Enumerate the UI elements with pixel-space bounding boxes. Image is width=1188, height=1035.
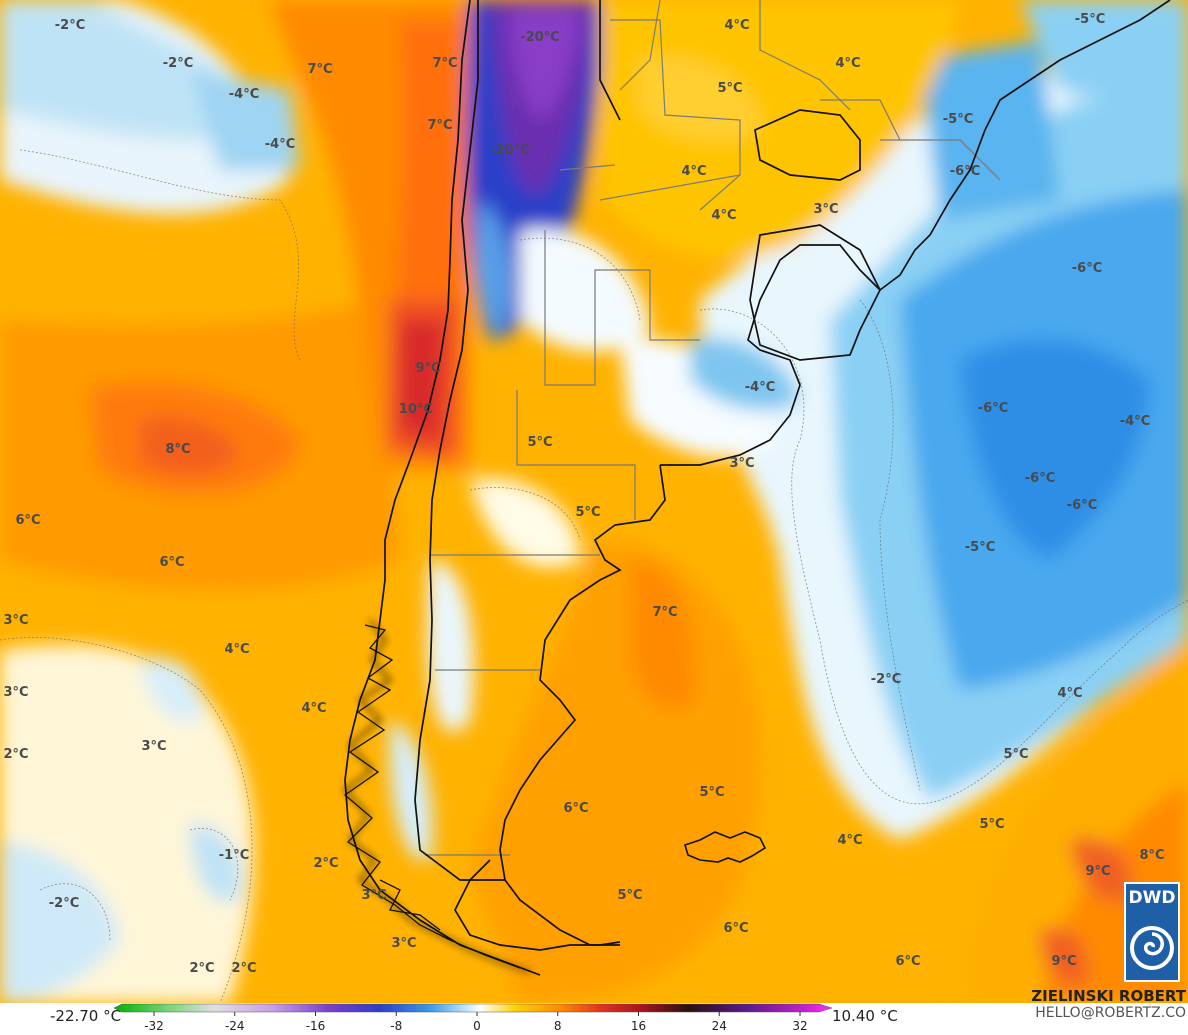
temperature-label: 4°C: [724, 18, 749, 33]
temperature-label: -4°C: [229, 87, 259, 102]
temperature-label: -6°C: [950, 164, 980, 179]
temperature-label: -6°C: [1072, 261, 1102, 276]
temperature-label: 4°C: [681, 164, 706, 179]
temperature-label: 8°C: [1139, 848, 1164, 863]
temperature-label: 9°C: [1051, 954, 1076, 969]
scale-tick-label: 24: [712, 1019, 727, 1033]
temperature-label: 5°C: [717, 81, 742, 96]
political-borders: [425, 0, 1001, 856]
dwd-swirl-icon: [1130, 926, 1174, 970]
scale-tick-label: -8: [390, 1019, 402, 1033]
scale-tick-label: -32: [144, 1019, 164, 1033]
temperature-label: -2°C: [55, 18, 85, 33]
temperature-label: 4°C: [837, 833, 862, 848]
temperature-label: 7°C: [427, 118, 452, 133]
footer: -22.70 °C -: [0, 987, 1188, 1035]
temperature-label: 9°C: [1085, 864, 1110, 879]
temperature-label: -4°C: [745, 380, 775, 395]
temperature-label: -5°C: [965, 540, 995, 555]
temperature-label: 5°C: [575, 505, 600, 520]
temperature-label: 4°C: [711, 208, 736, 223]
temperature-label: 2°C: [313, 856, 338, 871]
temperature-label: 6°C: [563, 801, 588, 816]
temperature-label: 5°C: [699, 785, 724, 800]
legend-min-label: -22.70 °C: [50, 1007, 122, 1025]
dwd-logo: DWD: [1124, 882, 1180, 982]
temperature-label: 7°C: [652, 605, 677, 620]
dwd-logo-text: DWD: [1128, 888, 1176, 908]
temperature-label: 3°C: [813, 202, 838, 217]
color-scale-bar: -32 -24 -16 -8 0 8 16 24 32: [114, 1003, 833, 1033]
temperature-label: 2°C: [189, 961, 214, 976]
coastlines: [344, 0, 1171, 976]
scale-tick-label: -24: [225, 1019, 245, 1033]
temperature-label: -6°C: [978, 401, 1008, 416]
temperature-label: 8°C: [165, 442, 190, 457]
temperature-label: 6°C: [723, 921, 748, 936]
temperature-label: -6°C: [1025, 471, 1055, 486]
scale-ticks: -32 -24 -16 -8 0 8 16 24 32: [144, 1012, 808, 1033]
temperature-label: 10°C: [399, 402, 433, 417]
scale-tick-label: -16: [306, 1019, 326, 1033]
falkland-islands: [684, 831, 767, 863]
legend-max-label: 10.40 °C: [832, 1007, 898, 1025]
temperature-label: 5°C: [1003, 747, 1028, 762]
temperature-label: 4°C: [835, 56, 860, 71]
temperature-label: 2°C: [3, 747, 28, 762]
credit-contact: HELLO@ROBERTZ.CO: [1035, 1005, 1186, 1021]
temperature-label: -2°C: [871, 672, 901, 687]
temperature-label: -2°C: [163, 56, 193, 71]
temperature-label: -5°C: [943, 112, 973, 127]
temperature-label: 4°C: [1057, 686, 1082, 701]
chile-fjords-detail: [343, 624, 521, 969]
temperature-label: 3°C: [391, 936, 416, 951]
temperature-label: 5°C: [617, 888, 642, 903]
temperature-label: 3°C: [361, 888, 386, 903]
temperature-label: 3°C: [729, 456, 754, 471]
scale-tick-label: 32: [792, 1019, 807, 1033]
temperature-label: 6°C: [15, 513, 40, 528]
temperature-label: -20°C: [520, 30, 560, 45]
scale-tick-label: 16: [631, 1019, 646, 1033]
temperature-label: 4°C: [301, 701, 326, 716]
temperature-label: -2°C: [49, 896, 79, 911]
temperature-label: -4°C: [265, 137, 295, 152]
temperature-label: 5°C: [527, 435, 552, 450]
temperature-label: 4°C: [224, 642, 249, 657]
scale-tick-label: 8: [554, 1019, 562, 1033]
temperature-label: 7°C: [432, 56, 457, 71]
temperature-label: -4°C: [1120, 414, 1150, 429]
temperature-label: 6°C: [159, 555, 184, 570]
temperature-label: 3°C: [3, 685, 28, 700]
temperature-label: 6°C: [895, 954, 920, 969]
temperature-label: 5°C: [979, 817, 1004, 832]
temperature-label: 3°C: [3, 613, 28, 628]
credit-author: ZIELINSKI ROBERT: [1031, 987, 1186, 1005]
scale-tick-label: 0: [473, 1019, 481, 1033]
temperature-label: 3°C: [141, 739, 166, 754]
temperature-field: [0, 0, 1188, 1003]
temperature-label: -20°C: [490, 143, 530, 158]
temperature-label: 9°C: [415, 361, 440, 376]
temperature-label: 7°C: [307, 62, 332, 77]
temperature-map: -2°C -2°C 7°C -4°C -4°C 7°C 7°C -20°C -20°C 4°C 4°…: [0, 0, 1188, 1003]
temperature-labels: -2°C -2°C 7°C -4°C -4°C 7°C 7°C -20°C -20°C 4°C 4°…: [3, 12, 1164, 976]
temperature-label: -1°C: [219, 848, 249, 863]
temperature-label: -5°C: [1075, 12, 1105, 27]
temperature-label: -6°C: [1067, 498, 1097, 513]
temperature-label: 2°C: [231, 961, 256, 976]
